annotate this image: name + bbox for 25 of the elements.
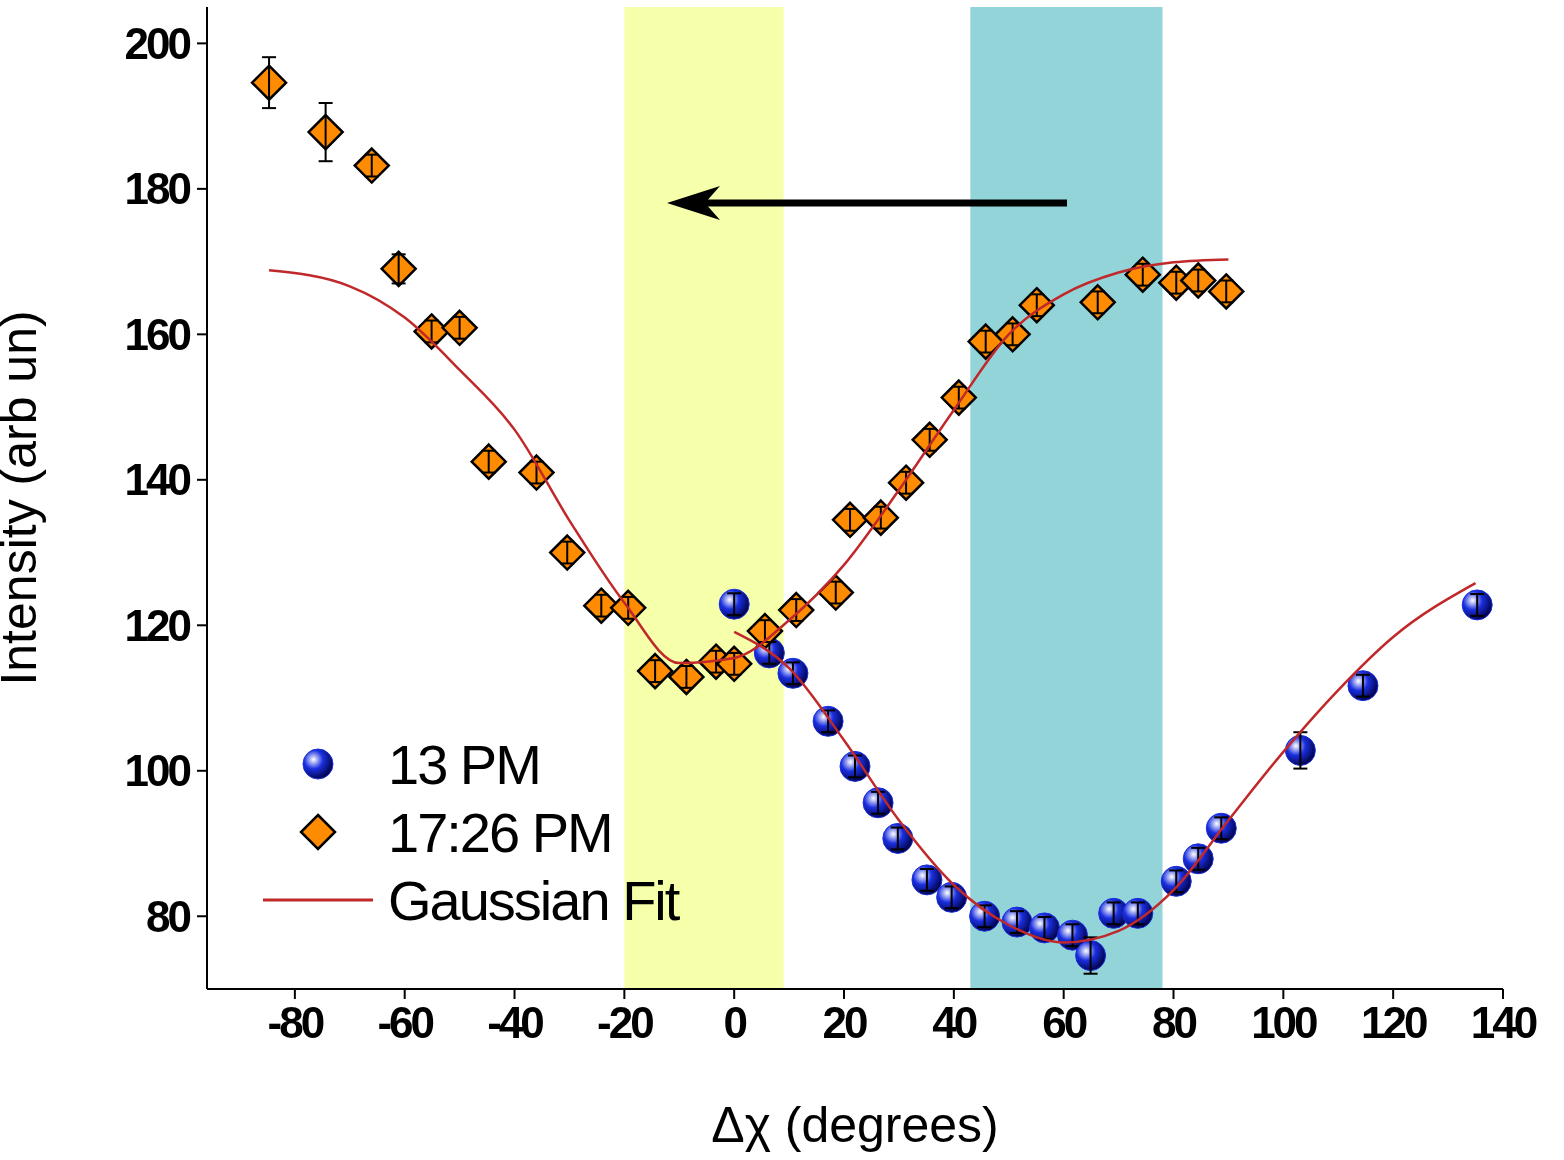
legend-label: 17:26 PM [388,799,612,865]
x-tick-label: 100 [1251,998,1318,1048]
x-tick-label: -40 [487,998,544,1048]
point [1075,940,1107,972]
x-tick-label: 40 [932,998,977,1048]
x-tick-label: 20 [822,998,868,1048]
y-tick-label: 80 [146,891,191,941]
x-tick-label: -80 [267,998,324,1048]
x-tick-label: 120 [1360,998,1427,1048]
y-axis-title: Intensity (arb un) [0,310,47,686]
x-tick-label: 60 [1042,998,1087,1048]
x-tick-label: -60 [377,998,434,1048]
y-tick-label: 200 [124,18,191,68]
y-tick-label: 100 [124,746,191,796]
legend-label: 13 PM [388,731,540,797]
y-tick-label: 180 [124,164,191,214]
x-tick-label: 80 [1152,998,1197,1048]
x-tick-label: -20 [597,998,654,1048]
x-tick-label: 140 [1470,998,1537,1048]
y-tick-label: 160 [124,309,191,359]
x-axis-title: Δχ (degrees) [711,1097,999,1153]
legend-label: Gaussian Fit [388,867,679,933]
y-tick-label: 120 [124,600,191,650]
y-tick-label: 140 [124,455,191,505]
x-tick-label: 0 [723,998,747,1048]
